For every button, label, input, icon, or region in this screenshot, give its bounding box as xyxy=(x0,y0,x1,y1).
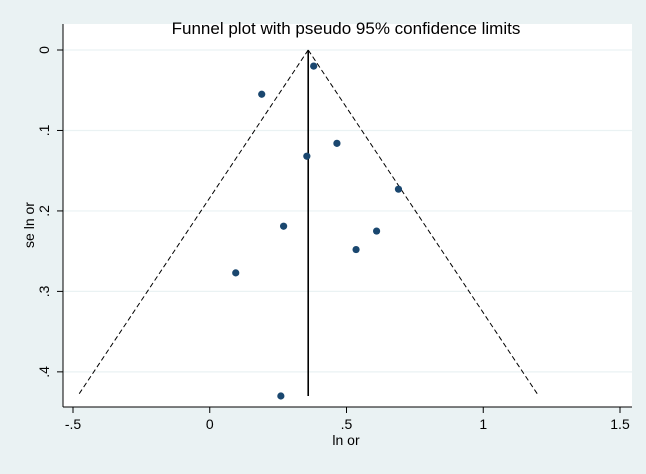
chart-title: Funnel plot with pseudo 95% confidence l… xyxy=(172,19,521,38)
funnel-limits xyxy=(77,49,540,397)
y-tick-label: .2 xyxy=(36,205,52,217)
data-point-3 xyxy=(303,152,311,160)
data-point-7 xyxy=(352,245,360,254)
data-point-0 xyxy=(310,62,318,70)
x-axis-label: ln or xyxy=(332,432,360,448)
x-tick-label: 0 xyxy=(206,416,214,432)
x-tick-label: .5 xyxy=(341,416,353,432)
y-axis-label: se ln or xyxy=(21,202,37,248)
ticks: -.5 0 .5 1 1.5 0 .1 .2 .3 .4 xyxy=(36,46,630,432)
data-point-6 xyxy=(372,227,381,235)
x-tick-label: 1.5 xyxy=(610,416,630,432)
data-point-5 xyxy=(279,222,288,230)
data-point-9 xyxy=(277,392,285,400)
y-tick-label: .1 xyxy=(36,124,52,136)
plot-area xyxy=(63,24,632,407)
y-tick-label: .3 xyxy=(36,285,52,297)
axes xyxy=(62,24,632,408)
data-point-8 xyxy=(232,269,240,277)
y-tick-label: .4 xyxy=(36,366,52,378)
upper-ci-limit-line xyxy=(307,49,540,397)
data-points xyxy=(232,62,403,400)
data-point-1 xyxy=(258,90,266,98)
x-tick-label: 1 xyxy=(479,416,487,432)
y-tick-label: 0 xyxy=(36,46,52,54)
data-point-4 xyxy=(394,185,403,193)
data-point-2 xyxy=(333,139,341,147)
lower-ci-limit-line xyxy=(77,49,309,397)
x-tick-label: -.5 xyxy=(65,416,82,432)
gridlines xyxy=(63,49,632,373)
